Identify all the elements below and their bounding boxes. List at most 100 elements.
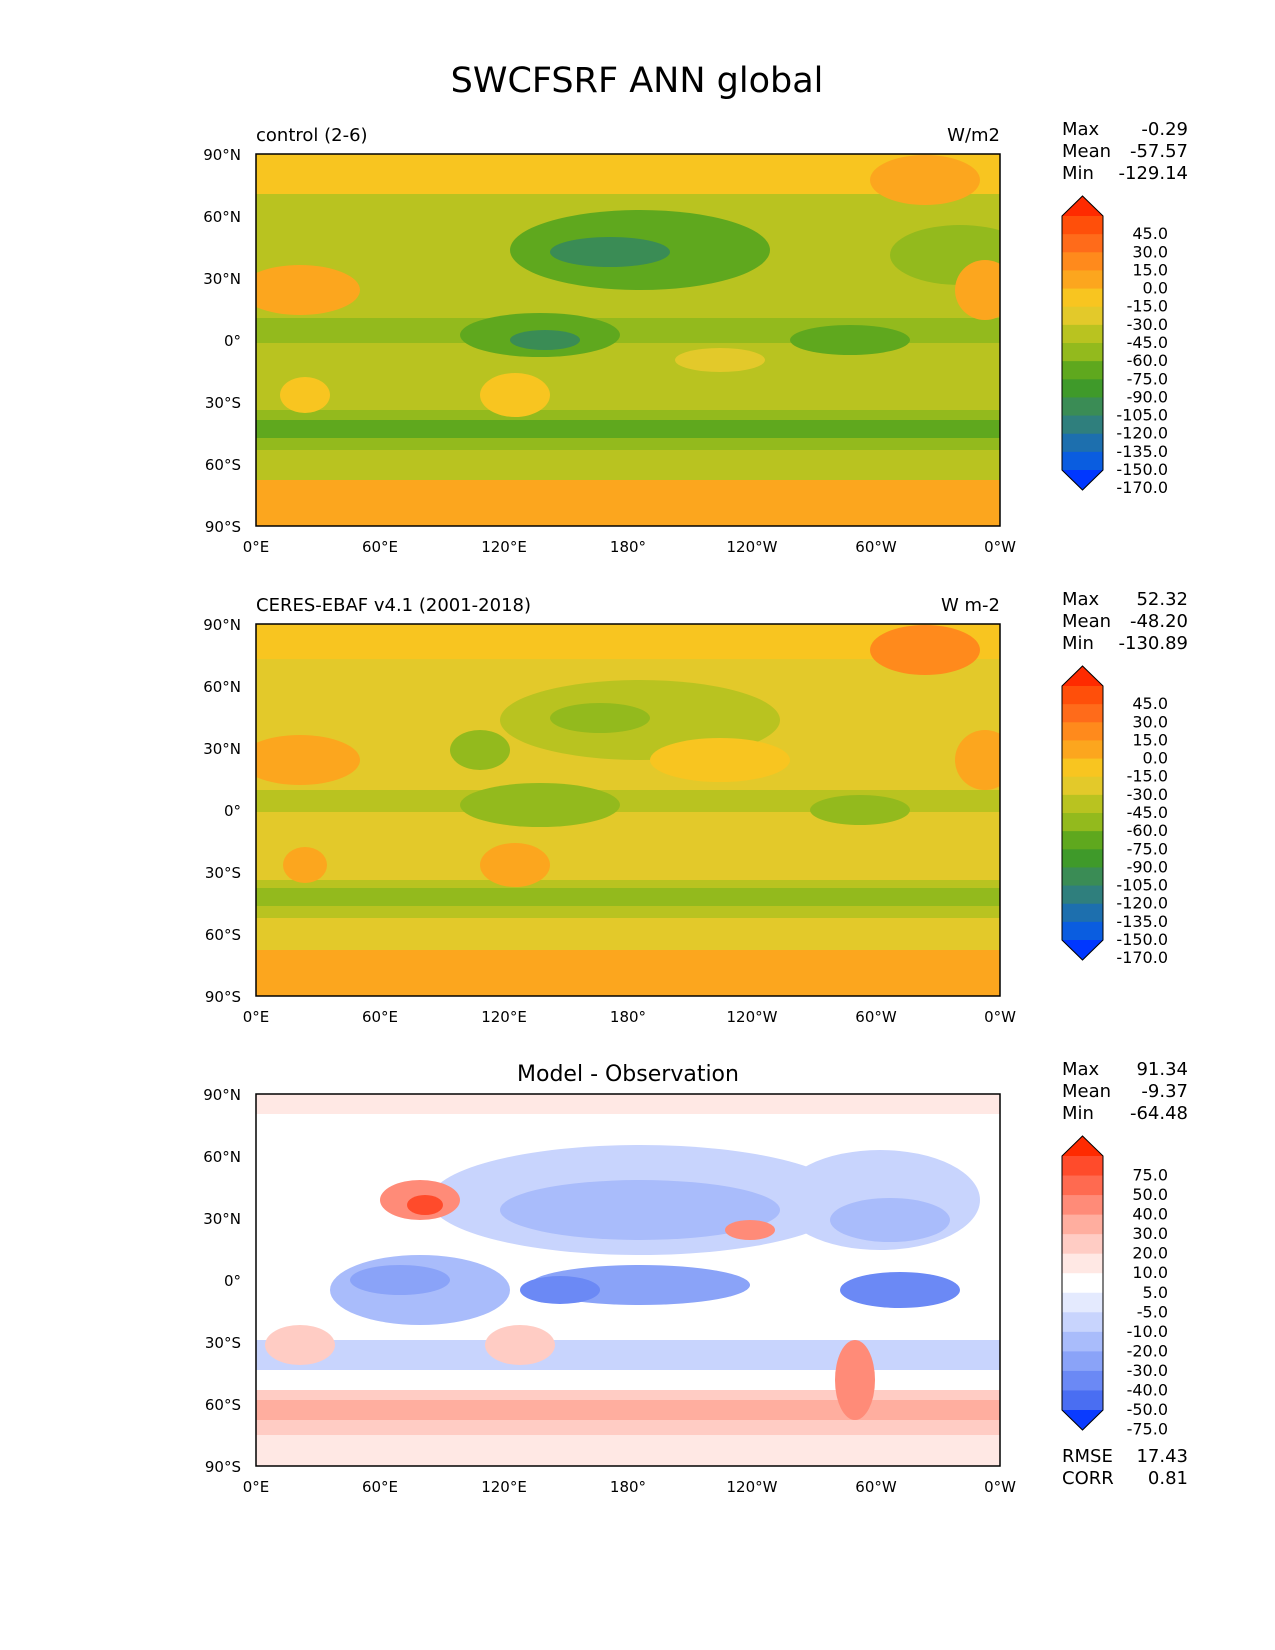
- colorbar-tick-label: 75.0: [1132, 1166, 1168, 1185]
- colorbar-swatch: [1062, 704, 1103, 723]
- colorbar-swatch: [1062, 433, 1103, 453]
- panel-left-title: control (2-6): [256, 125, 368, 146]
- lat-label-90n: 90°N: [203, 1086, 241, 1104]
- colorbar-tick-label: -105.0: [1116, 876, 1168, 895]
- lon-label-0w: 0°W: [984, 538, 1016, 556]
- lat-label-60s: 60°S: [205, 1396, 241, 1414]
- colorbar-tick-label: -15.0: [1127, 297, 1168, 316]
- panel-center-title: Model - Observation: [517, 1062, 739, 1087]
- colorbar-swatch: [1062, 1214, 1103, 1235]
- colorbar-swatch: [1062, 270, 1103, 290]
- colorbar-tick-label: 15.0: [1132, 260, 1168, 279]
- colorbar-extend-bottom: [1062, 1410, 1103, 1430]
- colorbar-swatch: [1062, 1331, 1103, 1352]
- colorbar-swatch: [1062, 1390, 1103, 1411]
- rmse-label: RMSE: [1062, 1446, 1113, 1467]
- colorbar-tick-label: -60.0: [1127, 351, 1168, 370]
- colorbar-extend-top: [1062, 196, 1103, 216]
- map-field: [256, 624, 1000, 996]
- lat-label-90s: 90°S: [205, 518, 241, 536]
- stat-max-value: 52.32: [1136, 589, 1188, 610]
- lon-label-60e: 60°E: [362, 1008, 398, 1026]
- colorbar-tick-label: -120.0: [1116, 424, 1168, 443]
- colorbar-tick-label: 30.0: [1132, 242, 1168, 261]
- lon-label-60w: 60°W: [855, 1478, 897, 1496]
- colorbar-tick-label: -170.0: [1116, 948, 1168, 967]
- lon-label-180: 180°: [610, 1478, 646, 1496]
- colorbar-swatch: [1062, 849, 1103, 869]
- colorbar-tick-label: 30.0: [1132, 712, 1168, 731]
- lon-label-0e: 0°E: [243, 1478, 270, 1496]
- colorbar-tick-label: 30.0: [1132, 1224, 1168, 1243]
- lon-label-60e: 60°E: [362, 538, 398, 556]
- colorbar-tick-label: -150.0: [1116, 460, 1168, 479]
- colorbar-tick-label: -10.0: [1127, 1322, 1168, 1341]
- colorbar-swatch: [1062, 415, 1103, 435]
- colorbar-swatch: [1062, 1156, 1103, 1177]
- rmse-value: 17.43: [1136, 1446, 1188, 1467]
- lon-label-120w: 120°W: [727, 538, 778, 556]
- colorbar-tick-label: 45.0: [1132, 694, 1168, 713]
- map-field: [256, 154, 1000, 526]
- colorbar-swatch: [1062, 1312, 1103, 1333]
- lat-label-30s: 30°S: [205, 864, 241, 882]
- lat-label-0: 0°: [224, 1272, 241, 1290]
- stat-max-value: 91.34: [1136, 1059, 1188, 1080]
- lat-label-60n: 60°N: [203, 678, 241, 696]
- lat-ticks: 90°N 60°N 30°N 0° 30°S 60°S 90°S: [203, 146, 241, 536]
- lon-ticks: 0°E 60°E 120°E 180° 120°W 60°W 0°W: [243, 1478, 1016, 1496]
- colorbar-swatch: [1062, 867, 1103, 887]
- colorbar-swatch: [1062, 921, 1103, 941]
- lat-label-60s: 60°S: [205, 456, 241, 474]
- colorbar-swatch: [1062, 252, 1103, 272]
- lat-label-0: 0°: [224, 332, 241, 350]
- lat-label-30s: 30°S: [205, 1334, 241, 1352]
- colorbar-tick-label: -105.0: [1116, 406, 1168, 425]
- stat-mean-label: Mean: [1062, 611, 1111, 632]
- colorbar-tick-label: -45.0: [1127, 803, 1168, 822]
- lat-label-90s: 90°S: [205, 988, 241, 1006]
- lat-ticks: 90°N 60°N 30°N 0° 30°S 60°S 90°S: [203, 1086, 241, 1476]
- colorbar-tick-label: -30.0: [1127, 1361, 1168, 1380]
- colorbar-tick-label: -135.0: [1116, 912, 1168, 931]
- colorbar: 45.030.015.00.0-15.0-30.0-45.0-60.0-75.0…: [1061, 665, 1168, 967]
- lat-label-90n: 90°N: [203, 146, 241, 164]
- colorbar-swatch: [1062, 686, 1103, 705]
- skill-stats: RMSE 17.43 CORR 0.81: [1062, 1446, 1188, 1489]
- colorbar-tick-label: 50.0: [1132, 1185, 1168, 1204]
- colorbar-tick-label: -75.0: [1127, 839, 1168, 858]
- panel-units: W m-2: [941, 595, 1000, 616]
- colorbar-tick-label: -30.0: [1127, 315, 1168, 334]
- stat-mean-label: Mean: [1062, 141, 1111, 162]
- stat-min-label: Min: [1062, 1103, 1094, 1124]
- colorbar-swatch: [1062, 740, 1103, 760]
- colorbar-swatch: [1062, 794, 1103, 814]
- lat-label-90s: 90°S: [205, 1458, 241, 1476]
- colorbar-tick-label: -120.0: [1116, 894, 1168, 913]
- colorbar-tick-label: -90.0: [1127, 857, 1168, 876]
- colorbar-extend-top: [1062, 666, 1103, 686]
- lat-label-30s: 30°S: [205, 394, 241, 412]
- lon-label-60w: 60°W: [855, 538, 897, 556]
- colorbar-extend-top: [1062, 1136, 1103, 1156]
- colorbar-swatch: [1062, 451, 1103, 471]
- colorbar-tick-label: -75.0: [1127, 369, 1168, 388]
- colorbar-tick-label: 45.0: [1132, 224, 1168, 243]
- lon-ticks: 0°E 60°E 120°E 180° 120°W 60°W 0°W: [243, 1008, 1016, 1026]
- panel-control: control (2-6) W/m2: [203, 119, 1188, 556]
- lat-ticks: 90°N 60°N 30°N 0° 30°S 60°S 90°S: [203, 616, 241, 1006]
- lat-label-0: 0°: [224, 802, 241, 820]
- colorbar-tick-label: -150.0: [1116, 930, 1168, 949]
- colorbar-swatch: [1062, 216, 1103, 235]
- lon-label-0w: 0°W: [984, 1478, 1016, 1496]
- colorbar-swatch: [1062, 813, 1103, 832]
- colorbar-swatch: [1062, 397, 1103, 417]
- colorbar-tick-label: -170.0: [1116, 478, 1168, 497]
- lon-label-0e: 0°E: [243, 538, 270, 556]
- map-field: [256, 1094, 1000, 1466]
- stats-box: Max 91.34 Mean -9.37 Min -64.48: [1062, 1059, 1188, 1124]
- colorbar-tick-label: 10.0: [1132, 1263, 1168, 1282]
- stat-max-label: Max: [1062, 589, 1100, 610]
- stat-mean-value: -48.20: [1130, 611, 1188, 632]
- colorbar-swatch: [1062, 288, 1103, 308]
